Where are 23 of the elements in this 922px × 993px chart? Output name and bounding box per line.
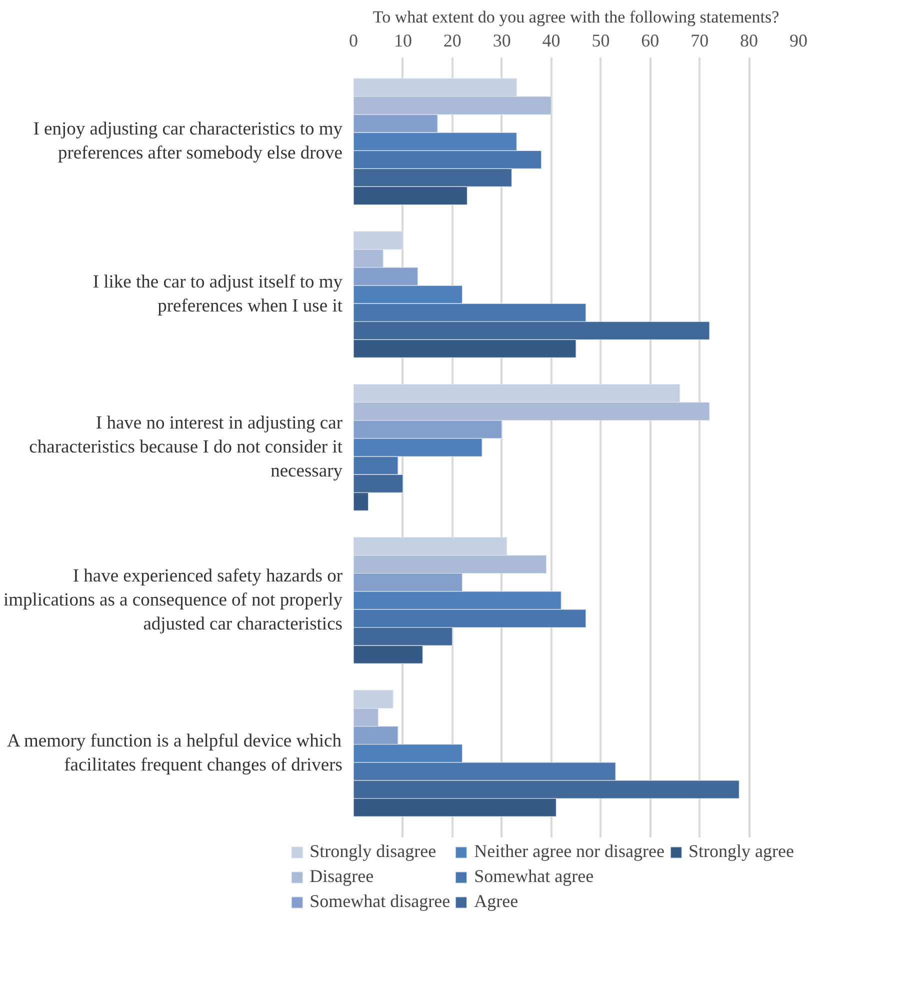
x-tick-label: 20 xyxy=(443,30,462,50)
x-tick-label: 10 xyxy=(394,30,412,50)
y-tick-label: I have experienced safety hazards or implications as a consequence of not properly adjusted car characteristics xyxy=(3,566,344,634)
x-tick-label: 0 xyxy=(349,30,358,50)
y-tick-label: I enjoy adjusting car characteristics to my preferences after somebody else drove xyxy=(33,120,344,164)
y-tick-label: A memory function is a helpful device which facilitates frequent changes of drivers xyxy=(7,731,343,776)
y-tick-label: I have no interest in adjusting car characteristics because I do not consider it necessary xyxy=(29,414,344,482)
legend-label: Disagree xyxy=(310,866,374,887)
x-tick-label: 70 xyxy=(690,30,709,50)
x-tick-label: 80 xyxy=(740,30,758,50)
y-tick-label: I like the car to adjust itself to my preferences when I use it xyxy=(92,272,344,317)
x-tick-label: 50 xyxy=(592,30,610,50)
x-tick-label: 40 xyxy=(542,30,560,50)
legend-label: Neither agree nor disagree xyxy=(474,841,665,862)
legend-label: Strongly disagree xyxy=(310,841,436,862)
chart-title: To what extent do you agree with the following statements? xyxy=(372,8,780,26)
legend-label: Somewhat agree xyxy=(474,866,594,887)
legend-label: Strongly agree xyxy=(688,841,794,862)
x-tick-label: 90 xyxy=(790,30,808,50)
x-tick-label: 60 xyxy=(641,30,660,50)
legend-label: Somewhat disagree xyxy=(310,891,450,912)
legend-label: Agree xyxy=(474,891,518,912)
x-tick-label: 30 xyxy=(492,30,511,50)
